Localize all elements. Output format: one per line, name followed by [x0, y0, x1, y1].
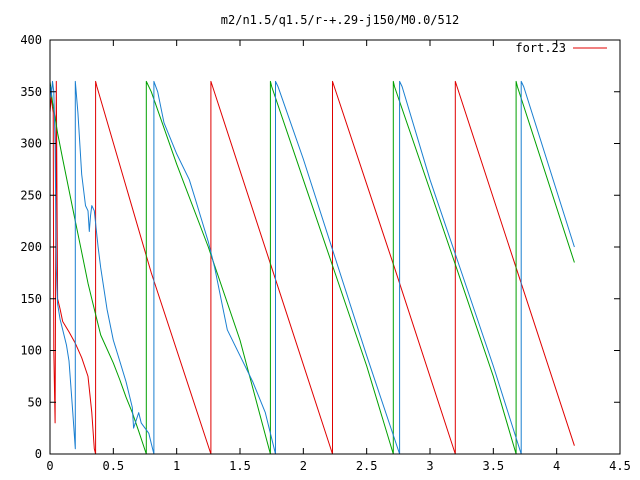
- x-tick-label: 3: [426, 459, 433, 473]
- x-tick-label: 4: [553, 459, 560, 473]
- chart-title: m2/n1.5/q1.5/r-+.29-j150/M0.0/512: [221, 13, 459, 27]
- y-tick-label: 0: [35, 447, 42, 461]
- y-tick-label: 100: [20, 344, 42, 358]
- y-tick-label: 200: [20, 240, 42, 254]
- y-tick-label: 300: [20, 137, 42, 151]
- y-tick-label: 350: [20, 85, 42, 99]
- x-tick-label: 2.5: [356, 459, 378, 473]
- series-line-2: [49, 80, 575, 455]
- legend: fort.23: [515, 41, 607, 55]
- x-tick-label: 3.5: [482, 459, 504, 473]
- x-tick-label: 1.5: [229, 459, 251, 473]
- y-axis: 0 50 100 150 200 250 300 350 400: [20, 33, 620, 461]
- series-layer: [49, 80, 575, 455]
- y-tick-label: 150: [20, 292, 42, 306]
- y-tick-label: 50: [28, 395, 42, 409]
- x-tick-label: 1: [173, 459, 180, 473]
- legend-label: fort.23: [515, 41, 566, 55]
- x-tick-label: 4.5: [609, 459, 631, 473]
- y-tick-label: 400: [20, 33, 42, 47]
- x-axis: 0 0.5 1 1.5 2 2.5 3 3.5 4 4.5: [46, 40, 631, 473]
- series-line-3: [49, 80, 575, 455]
- series-line-1: [49, 80, 575, 455]
- x-tick-label: 0: [46, 459, 53, 473]
- y-tick-label: 250: [20, 188, 42, 202]
- x-tick-label: 0.5: [102, 459, 124, 473]
- x-tick-label: 2: [300, 459, 307, 473]
